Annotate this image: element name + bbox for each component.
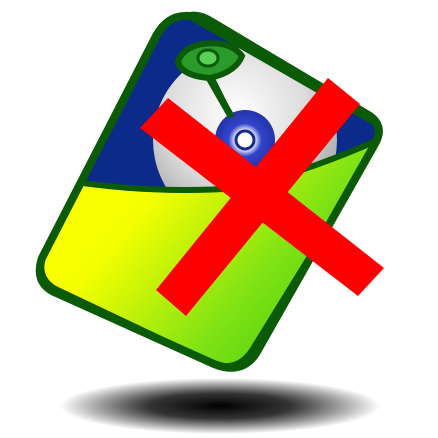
drop-shadow [60,378,380,434]
clasp-icon [174,40,246,118]
delete-cross-icon [140,78,384,316]
